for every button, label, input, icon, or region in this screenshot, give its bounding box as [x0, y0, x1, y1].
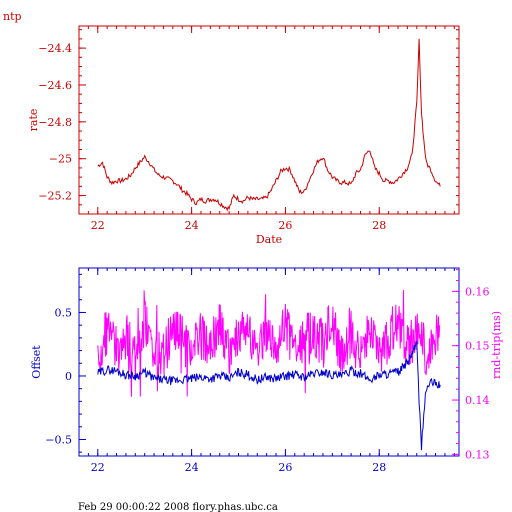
- offset-y-tick-label-1: 0: [65, 370, 72, 383]
- rtt-series: [97, 290, 441, 397]
- offset-y-tick-label-0: 0.5: [55, 306, 73, 319]
- footer-timestamp: Feb 29 00:00:22 2008 flory.phas.ubc.ca: [78, 502, 278, 512]
- rtt-line: [97, 290, 441, 397]
- offset-axis-ticks: 22 24 26 28 0.5 0 −0.5: [45, 268, 455, 474]
- rate-y-axis-label: rate: [27, 109, 40, 132]
- offset-x-tick-label-1: 24: [185, 461, 199, 474]
- offset-y-tick-label-2: −0.5: [45, 433, 72, 446]
- rate-chart: 22 24 26 28 −24.4 −24.6 −24.8 −25 −25.2 Date rat…: [27, 25, 460, 246]
- rate-y-tick-label-2: −24.8: [38, 116, 72, 129]
- rate-x-tick-label-2: 26: [278, 219, 292, 232]
- rate-axis-ticks: 22 24 26 28 −24.4 −24.6 −24.8 −25 −25.2: [38, 26, 459, 232]
- rtt-y-tick-label-2: 0.14: [465, 394, 490, 407]
- offset-x-tick-label-3: 28: [372, 461, 386, 474]
- rate-x-tick-label-1: 24: [185, 219, 199, 232]
- rate-y-tick-label-4: −25.2: [38, 190, 72, 203]
- offset-plot-frame: [78, 267, 460, 457]
- rate-x-tick-label-3: 28: [372, 219, 386, 232]
- offset-line: [97, 340, 441, 451]
- rate-x-tick-label-0: 22: [91, 219, 105, 232]
- offset-chart: 22 24 26 28 0.5 0 −0.5 0.16 0.15 0.14 0.13 Offset…: [30, 267, 503, 474]
- rtt-axis-ticks: 0.16 0.15 0.14 0.13: [452, 269, 490, 461]
- rtt-y-tick-label-3: 0.13: [465, 448, 490, 461]
- rate-line: [97, 38, 441, 212]
- offset-x-tick-label-2: 26: [278, 461, 292, 474]
- ntp-label: ntp: [3, 10, 22, 23]
- rtt-y-tick-label-1: 0.15: [465, 340, 490, 353]
- rate-plot-frame: [78, 25, 460, 215]
- rate-y-tick-label-0: −24.4: [38, 42, 72, 55]
- offset-x-tick-label-0: 22: [91, 461, 105, 474]
- rate-x-axis-label: Date: [256, 233, 282, 246]
- rtt-y-axis-label: rnd-trip(ms): [490, 311, 503, 379]
- rtt-y-tick-label-0: 0.16: [465, 285, 490, 298]
- rate-y-tick-label-3: −25: [49, 153, 72, 166]
- offset-y-axis-label: Offset: [30, 345, 43, 379]
- rate-y-tick-label-1: −24.6: [38, 79, 72, 92]
- offset-series: [97, 340, 441, 451]
- rate-series: [97, 38, 441, 212]
